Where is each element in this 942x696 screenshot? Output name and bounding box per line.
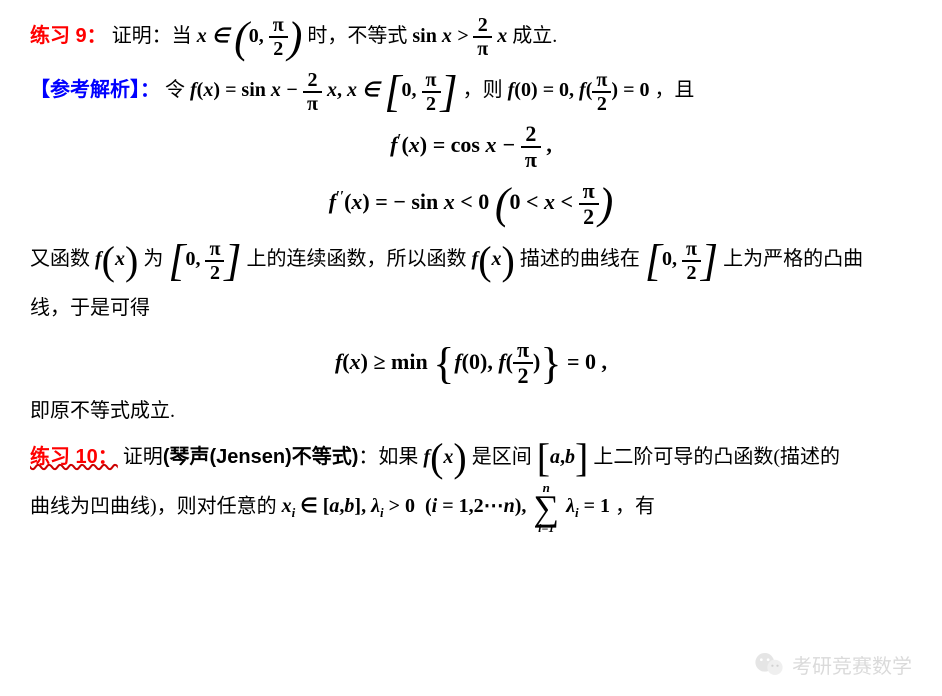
ex10-math-conditions: xi ∈ [a,b], λi > 0 (i = 1,2⋯n), n ∑ i=1 … [282, 495, 615, 517]
exercise-10: 练习 10： 证明(琴声(Jensen)不等式)：如果 f(x) 是区间 [a,… [30, 433, 912, 535]
watermark: 考研竞赛数学 [752, 647, 912, 681]
ex9-text-1: 证明：当 [112, 25, 197, 47]
exercise-9: 练习 9： 证明：当 x ∈ (0, π2) 时，不等式 sin x > 2π … [30, 12, 912, 60]
sol-concave: 又函数 f(x) 为 [0, π2] 上的连续函数，所以函数 f(x) 描述的曲… [30, 235, 912, 331]
sol-fprime: f′(x) = cos x − 2π , [30, 121, 912, 172]
sol-f0: f(0) = 0, f(π2) = 0 [508, 79, 655, 101]
sol-def-f: f(x) = sin x − 2π x, x ∈ [0, π2] [190, 79, 463, 101]
watermark-text: 考研竞赛数学 [792, 650, 912, 679]
ex9-text-3: 成立. [512, 25, 557, 47]
ex9-text-2: 时，不等式 [307, 25, 412, 47]
ex9-math-ineq: sin x > 2π x [412, 25, 512, 47]
ex9-math-xin: x ∈ (0, π2) [197, 25, 308, 47]
solution-lead: 【参考解析】： 令 f(x) = sin x − 2π x, x ∈ [0, π… [30, 66, 912, 114]
sol-min-inequality: f(x) ≥ min {f(0), f(π2)} = 0 , [30, 338, 912, 389]
page-content: 练习 9： 证明：当 x ∈ (0, π2) 时，不等式 sin x > 2π … [0, 0, 942, 550]
summation-icon: n ∑ i=1 [533, 481, 559, 535]
wechat-icon [752, 647, 786, 681]
exercise-10-label: 练习 10： [30, 446, 118, 468]
jensen-name: (琴声(Jensen)不等式) [163, 446, 359, 468]
sol-fpprime: f′′(x) = − sin x < 0 (0 < x < π2) [30, 178, 912, 229]
solution-label: 【参考解析】： [30, 79, 160, 101]
sol-conclusion: 即原不等式成立. [30, 395, 912, 427]
exercise-9-label: 练习 9： [30, 25, 107, 47]
